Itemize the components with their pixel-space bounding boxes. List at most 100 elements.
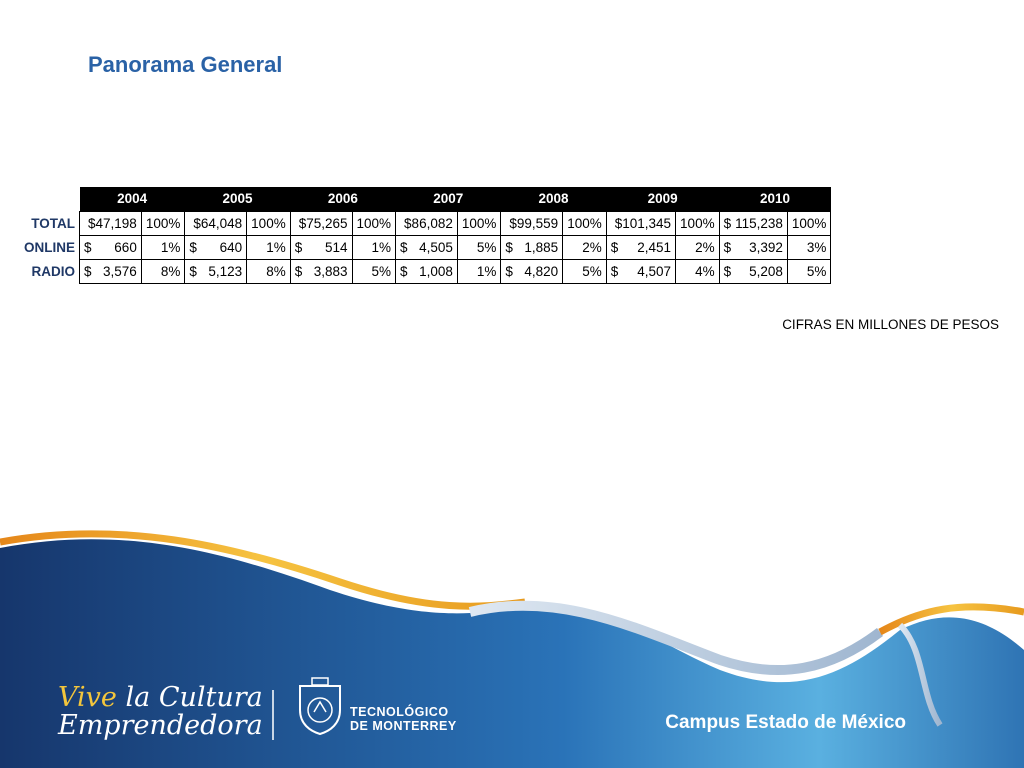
table-row-radio: RADIO $3,576 8% $5,123 8% $3,883 5% $1,008 1% $4,… bbox=[20, 258, 832, 284]
percent-cell: 8% bbox=[246, 258, 291, 284]
amount-value: 4,820 bbox=[524, 263, 559, 279]
amount-value: 4,507 bbox=[637, 263, 672, 279]
amount-cell: $4,820 bbox=[500, 258, 564, 284]
amount-cell: $115,238 bbox=[718, 210, 788, 236]
amount-value: 3,883 bbox=[313, 263, 348, 279]
currency-symbol: $ bbox=[505, 263, 513, 279]
amount-value: $101,345 bbox=[614, 215, 672, 231]
year-header-2009: 2009 bbox=[606, 187, 720, 211]
amount-cell: $47,198 bbox=[79, 210, 142, 236]
percent-cell: 100% bbox=[786, 210, 832, 236]
units-note: CIFRAS EN MILLONES DE PESOS bbox=[782, 317, 999, 332]
percent-cell: 100% bbox=[456, 210, 502, 236]
year-header-2010: 2010 bbox=[719, 187, 831, 211]
amount-cell: $3,883 bbox=[289, 258, 353, 284]
currency-symbol: $ bbox=[610, 239, 619, 255]
amount-value: 5,123 bbox=[208, 263, 243, 279]
slogan-la-cultura: la Cultura bbox=[125, 682, 263, 713]
currency-symbol: $ bbox=[84, 239, 92, 255]
amount-cell: $1,885 bbox=[500, 234, 564, 260]
amount-value: $75,265 bbox=[298, 215, 348, 231]
percent-cell: 5% bbox=[786, 258, 832, 284]
amount-cell: $3,576 bbox=[79, 258, 142, 284]
amount-value: $99,559 bbox=[509, 215, 559, 231]
amount-value: 5,208 bbox=[749, 263, 783, 279]
percent-cell: 2% bbox=[675, 234, 720, 260]
amount-value: 3,576 bbox=[103, 263, 137, 279]
currency-symbol: $ bbox=[723, 239, 732, 255]
percent-cell: 1% bbox=[246, 234, 291, 260]
amount-cell: $86,082 bbox=[395, 210, 458, 236]
amount-value: 1,885 bbox=[524, 239, 559, 255]
percent-cell: 4% bbox=[675, 258, 720, 284]
amount-cell: $3,392 bbox=[718, 234, 788, 260]
percent-cell: 100% bbox=[351, 210, 397, 236]
currency-symbol: $ bbox=[84, 263, 92, 279]
amount-value: 2,451 bbox=[637, 239, 672, 255]
percent-cell: 100% bbox=[675, 210, 720, 236]
percent-cell: 5% bbox=[562, 258, 607, 284]
currency-symbol: $ bbox=[400, 239, 408, 255]
tec-logo-text: TECNOLÓGICO DE MONTERREY bbox=[350, 705, 457, 733]
amount-value: $64,048 bbox=[193, 215, 243, 231]
row-label: ONLINE bbox=[24, 239, 76, 255]
percent-cell: 5% bbox=[456, 234, 502, 260]
amount-value: 3,392 bbox=[749, 239, 783, 255]
year-header-2006: 2006 bbox=[290, 187, 396, 211]
year-header-2005: 2005 bbox=[184, 187, 291, 211]
row-label: TOTAL bbox=[31, 215, 76, 231]
amount-cell: $64,048 bbox=[184, 210, 248, 236]
tec-shield-icon bbox=[299, 677, 341, 736]
amount-cell: $99,559 bbox=[500, 210, 564, 236]
row-label: RADIO bbox=[31, 263, 76, 279]
slogan-emprendedora: Emprendedora bbox=[58, 710, 263, 741]
amount-cell: $640 bbox=[184, 234, 248, 260]
currency-symbol: $ bbox=[189, 239, 197, 255]
percent-cell: 5% bbox=[351, 258, 397, 284]
amount-value: 1,008 bbox=[419, 263, 453, 279]
amount-cell: $660 bbox=[79, 234, 142, 260]
currency-symbol: $ bbox=[294, 239, 303, 255]
amount-value: 640 bbox=[219, 239, 243, 255]
header-corner bbox=[20, 187, 80, 211]
logo-separator bbox=[272, 690, 274, 740]
percent-cell: 2% bbox=[562, 234, 607, 260]
year-header-2007: 2007 bbox=[395, 187, 501, 211]
tec-line-2: DE MONTERREY bbox=[350, 719, 457, 733]
amount-value: 4,505 bbox=[419, 239, 453, 255]
amount-value: 514 bbox=[324, 239, 348, 255]
currency-symbol: $ bbox=[294, 263, 303, 279]
amount-cell: $4,507 bbox=[605, 258, 677, 284]
table-body: TOTAL $47,198 100% $64,048 100% $75,265 100% $8… bbox=[20, 210, 832, 284]
table-row-total: TOTAL $47,198 100% $64,048 100% $75,265 100% $8… bbox=[20, 210, 832, 236]
amount-cell: $75,265 bbox=[289, 210, 353, 236]
percent-cell: 8% bbox=[140, 258, 186, 284]
currency-symbol: $ bbox=[189, 263, 197, 279]
amount-cell: $5,123 bbox=[184, 258, 248, 284]
figures-table: 2004 2005 2006 2007 2008 2009 2010 TOTAL $47,19… bbox=[20, 187, 832, 284]
table-row-online: ONLINE $660 1% $640 1% $514 1% $4,505 5% $1,885 2%… bbox=[20, 234, 832, 260]
slogan-vive: Vive bbox=[58, 682, 117, 713]
percent-cell: 100% bbox=[140, 210, 186, 236]
year-header-2004: 2004 bbox=[79, 187, 185, 211]
amount-cell: $5,208 bbox=[718, 258, 788, 284]
amount-value: 660 bbox=[114, 239, 137, 255]
currency-symbol: $ bbox=[723, 263, 732, 279]
percent-cell: 100% bbox=[246, 210, 291, 236]
campus-name: Campus Estado de México bbox=[665, 712, 906, 733]
percent-cell: 1% bbox=[140, 234, 186, 260]
percent-cell: 1% bbox=[456, 258, 502, 284]
amount-cell: $1,008 bbox=[395, 258, 458, 284]
slogan: Vive la Cultura Emprendedora bbox=[58, 684, 263, 740]
amount-value: $86,082 bbox=[404, 215, 453, 231]
amount-value: 115,238 bbox=[735, 215, 783, 231]
tec-line-1: TECNOLÓGICO bbox=[350, 705, 449, 719]
page-title: Panorama General bbox=[88, 52, 283, 77]
percent-cell: 100% bbox=[562, 210, 607, 236]
currency-symbol: $ bbox=[400, 263, 408, 279]
amount-cell: $4,505 bbox=[395, 234, 458, 260]
amount-cell: $2,451 bbox=[605, 234, 677, 260]
amount-cell: $101,345 bbox=[605, 210, 677, 236]
amount-cell: $514 bbox=[289, 234, 353, 260]
percent-cell: 3% bbox=[786, 234, 832, 260]
